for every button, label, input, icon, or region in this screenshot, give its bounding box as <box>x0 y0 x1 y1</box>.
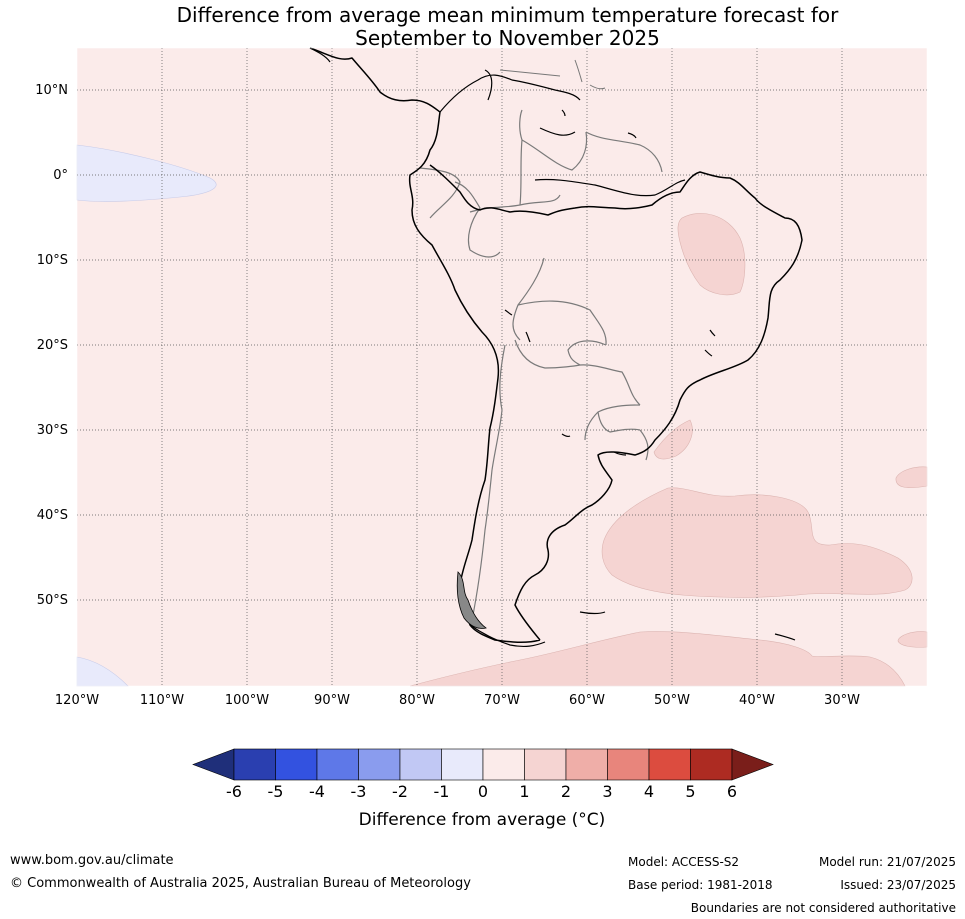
lat-label-40s: 40°S <box>36 508 68 523</box>
colorbar-tick-4: 4 <box>643 782 655 801</box>
lon-label-30w: 30°W <box>824 693 860 708</box>
lat-label-0: 0° <box>53 168 68 183</box>
lon-label-110w: 110°W <box>139 693 185 708</box>
colorbar-tick-2: 2 <box>560 782 572 801</box>
colorbar <box>192 748 774 781</box>
central-america-coastline <box>309 47 581 113</box>
anomaly-patch-warm-uruguay-coast <box>653 419 693 460</box>
lon-label-80w: 80°W <box>399 693 435 708</box>
title-line-2: September to November 2025 <box>355 26 660 50</box>
colorbar-tick-minus4: -4 <box>309 782 325 801</box>
lon-label-120w: 120°W <box>54 693 100 708</box>
lon-label-40w: 40°W <box>739 693 775 708</box>
anomaly-patch-warm-east-edge <box>895 466 928 489</box>
colorbar-segment <box>441 748 484 781</box>
colorbar-tick-6: 6 <box>726 782 738 801</box>
footer-issued: Issued: 23/07/2025 <box>840 878 956 892</box>
lon-label-90w: 90°W <box>314 693 350 708</box>
anomaly-patch-cool-equatorial-pacific <box>76 144 217 202</box>
colorbar-tick-minus5: -5 <box>267 782 284 801</box>
lon-label-50w: 50°W <box>654 693 690 708</box>
footer-website: www.bom.gov.au/climate <box>10 853 174 868</box>
colorbar-tick-3: 3 <box>602 782 613 801</box>
colorbar-tick-minus3: -3 <box>350 782 367 801</box>
colorbar-segment <box>482 748 525 781</box>
orinoco-amazon-rivers <box>534 127 686 197</box>
footer-model-run: Model run: 21/07/2025 <box>818 855 956 869</box>
colorbar-segment <box>358 748 401 781</box>
lat-label-30s: 30°S <box>36 423 68 438</box>
lakes <box>504 109 716 456</box>
colorbar-tick-minus1: -1 <box>433 782 450 801</box>
colorbar-tick-minus6: -6 <box>226 782 242 801</box>
anomaly-patch-warm-ne-brazil <box>677 213 746 296</box>
anomaly-patch-warm-east-edge-south <box>897 631 928 648</box>
colorbar-extend-low <box>192 748 235 781</box>
colorbar-tick-minus2: -2 <box>392 782 408 801</box>
lon-label-60w: 60°W <box>569 693 605 708</box>
lat-label-50s: 50°S <box>36 593 68 608</box>
lon-label-70w: 70°W <box>484 693 520 708</box>
lat-label-10n: 10°N <box>35 83 68 98</box>
colorbar-segment <box>316 748 359 781</box>
patagonian-archipelago <box>456 571 487 629</box>
footer-base-period: Base period: 1981-2018 <box>628 878 773 892</box>
footer-disclaimer: Boundaries are not considered authoritat… <box>690 901 956 915</box>
anomaly-patch-warm-south-atlantic <box>601 487 913 598</box>
colorbar-tick-0: 0 <box>477 782 489 801</box>
colorbar-segment <box>690 748 733 781</box>
colorbar-tick-5: 5 <box>685 782 696 801</box>
map-panel <box>76 47 928 687</box>
footer-copyright: © Commonwealth of Australia 2025, Austra… <box>10 876 471 891</box>
colorbar-segment <box>399 748 442 781</box>
map-title: Difference from average mean minimum tem… <box>0 4 965 50</box>
colorbar-segment <box>648 748 691 781</box>
lon-label-100w: 100°W <box>224 693 270 708</box>
caribbean-islands <box>499 59 606 90</box>
lat-label-20s: 20°S <box>36 338 68 353</box>
colorbar-extend-high <box>731 748 774 781</box>
colorbar-segment <box>233 748 276 781</box>
colorbar-tick-1: 1 <box>519 782 530 801</box>
map-frame <box>76 47 928 687</box>
colorbar-segment <box>275 748 318 781</box>
colorbar-segment <box>524 748 567 781</box>
colorbar-label: Difference from average (°C) <box>358 810 606 830</box>
lat-label-10s: 10°S <box>36 253 68 268</box>
colorbar-segment <box>607 748 650 781</box>
title-line-1: Difference from average mean minimum tem… <box>176 3 839 27</box>
footer-model: Model: ACCESS-S2 <box>628 855 740 869</box>
colorbar-segment <box>565 748 608 781</box>
tierra-del-fuego <box>469 611 796 648</box>
anomaly-patch-warm-southern-ocean <box>409 631 906 687</box>
